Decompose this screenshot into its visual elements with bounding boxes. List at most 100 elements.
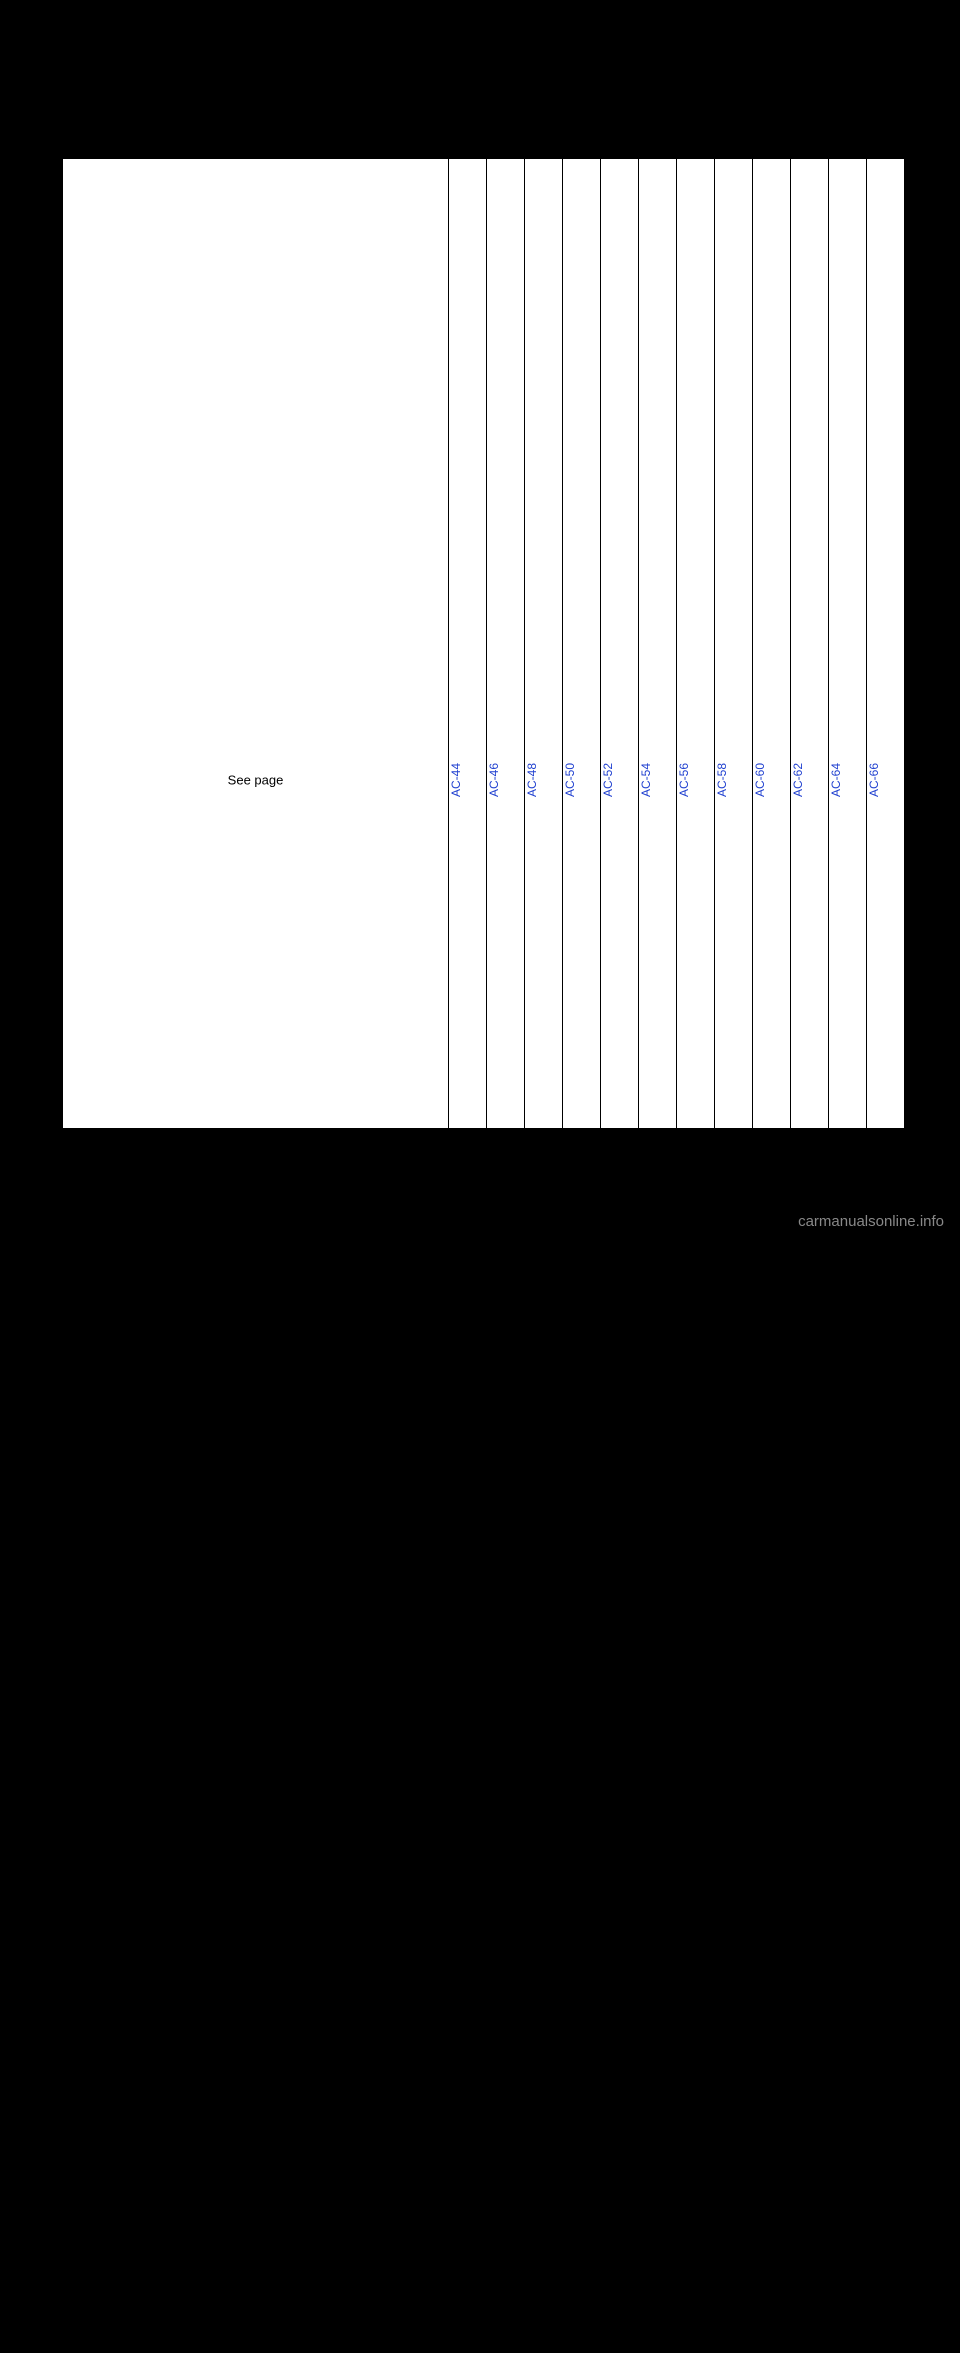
value-cell: 2 bbox=[829, 2017, 867, 2065]
value-cell bbox=[677, 2161, 715, 2209]
symptom-cell: Unable to access the diagnosis mode. bbox=[63, 2257, 449, 2305]
page-link-cell[interactable]: AC-48 bbox=[525, 159, 563, 1402]
value-cell bbox=[715, 2065, 753, 2113]
value-cell bbox=[867, 2209, 905, 2257]
value-cell bbox=[677, 2305, 715, 2353]
value-cell bbox=[867, 2257, 905, 2305]
value-cell bbox=[525, 2305, 563, 2353]
value-cell bbox=[791, 2209, 829, 2257]
value-cell bbox=[753, 2305, 791, 2353]
value-cell bbox=[715, 2161, 753, 2209]
value-cell bbox=[639, 1729, 677, 1777]
value-cell bbox=[601, 1825, 639, 1873]
value-cell bbox=[639, 2161, 677, 2209]
col-header: Air inlet damper position sensor circuit bbox=[791, 1402, 829, 1633]
value-cell bbox=[677, 2209, 715, 2257]
symptom-cell: No blower operation bbox=[87, 1681, 449, 1729]
diagnosis-matrix: See page AC-44 AC-46 AC-48 AC-50 AC-52 A… bbox=[62, 158, 905, 2353]
page-link-cell[interactable]: AC-60 bbox=[753, 159, 791, 1402]
value-cell: 4 bbox=[487, 1873, 525, 1921]
value-cell bbox=[487, 2209, 525, 2257]
value-cell bbox=[753, 2017, 791, 2065]
value-cell bbox=[677, 2257, 715, 2305]
column-header-row: Suspect Area Symptom Room temp. sensor c… bbox=[63, 1402, 905, 1633]
page-link[interactable]: AC-48 bbox=[525, 159, 562, 1401]
value-cell bbox=[601, 2305, 639, 2353]
value-cell bbox=[487, 2305, 525, 2353]
value-cell bbox=[867, 2017, 905, 2065]
value-cell bbox=[715, 1729, 753, 1777]
table-row: No blower control bbox=[63, 1729, 905, 1777]
value-cell bbox=[677, 2113, 715, 2161]
page-link-cell[interactable]: AC-58 bbox=[715, 159, 753, 1402]
page-link-cell[interactable]: AC-52 bbox=[601, 159, 639, 1402]
value-cell bbox=[715, 2209, 753, 2257]
value-cell bbox=[563, 1633, 601, 1681]
symptom-cell: Diagnostic code not recorded. Set mode i… bbox=[63, 2305, 449, 2353]
page-link-cell[interactable]: AC-50 bbox=[563, 159, 601, 1402]
value-cell bbox=[639, 2305, 677, 2353]
value-cell bbox=[487, 1633, 525, 1681]
value-cell bbox=[867, 1633, 905, 1681]
value-cell bbox=[601, 1633, 639, 1681]
value-cell bbox=[525, 2017, 563, 2065]
value-cell bbox=[449, 2017, 487, 2065]
value-cell bbox=[829, 2305, 867, 2353]
value-cell bbox=[829, 1777, 867, 1825]
value-cell bbox=[829, 2209, 867, 2257]
value-cell bbox=[601, 2257, 639, 2305]
value-cell bbox=[449, 1777, 487, 1825]
value-cell bbox=[829, 1873, 867, 1921]
page-link[interactable]: AC-56 bbox=[677, 159, 714, 1401]
col-header: Water temp. sensor circuit bbox=[563, 1402, 601, 1633]
page-link-cell[interactable]: AC-46 bbox=[487, 159, 525, 1402]
table-row: Set temp. value displayed does not match… bbox=[63, 2209, 905, 2257]
value-cell bbox=[677, 1681, 715, 1729]
symptom-cell: Set temp. value displayed does not match… bbox=[63, 2209, 449, 2257]
page-link[interactable]: AC-58 bbox=[715, 159, 752, 1401]
value-cell bbox=[525, 2113, 563, 2161]
value-cell bbox=[563, 1825, 601, 1873]
value-cell bbox=[715, 2305, 753, 2353]
value-cell bbox=[563, 2065, 601, 2113]
value-cell bbox=[449, 2305, 487, 2353]
value-cell bbox=[563, 2161, 601, 2209]
value-cell bbox=[563, 1873, 601, 1921]
page-link-cell[interactable]: AC-56 bbox=[677, 159, 715, 1402]
page-container: See page AC-44 AC-46 AC-48 AC-50 AC-52 A… bbox=[62, 158, 904, 1128]
page-link[interactable]: AC-50 bbox=[563, 159, 600, 1401]
col-header: Pressure switch circuit bbox=[677, 1402, 715, 1633]
value-cell bbox=[867, 1825, 905, 1873]
page-link[interactable]: AC-60 bbox=[753, 159, 790, 1401]
col-header: Air inlet servomotor circuit bbox=[829, 1402, 867, 1633]
value-cell bbox=[829, 1921, 867, 1969]
value-cell bbox=[525, 1825, 563, 1873]
page-link-cell[interactable]: AC-54 bbox=[639, 159, 677, 1402]
symptom-cell: No air outlet control bbox=[63, 2065, 449, 2113]
page-link[interactable]: AC-52 bbox=[601, 159, 638, 1401]
page-link[interactable]: AC-54 bbox=[639, 159, 676, 1401]
value-cell: 6 bbox=[525, 1921, 563, 1969]
suspect-area-label: Suspect Area bbox=[220, 1459, 291, 1473]
see-page-label: See page bbox=[228, 773, 284, 788]
symptom-cell: Insufficient air flow bbox=[87, 1777, 449, 1825]
page-link-cell[interactable]: AC-44 bbox=[449, 159, 487, 1402]
value-cell bbox=[449, 1729, 487, 1777]
value-cell bbox=[791, 1921, 829, 1969]
page-row: See page AC-44 AC-46 AC-48 AC-50 AC-52 A… bbox=[63, 159, 905, 1402]
col-header: Ambient temp. sensor circuit bbox=[487, 1402, 525, 1633]
page-link[interactable]: AC-44 bbox=[449, 159, 486, 1401]
value-cell bbox=[867, 1729, 905, 1777]
value-cell bbox=[677, 1777, 715, 1825]
value-cell bbox=[867, 2305, 905, 2353]
value-cell bbox=[677, 1633, 715, 1681]
page-link[interactable]: AC-46 bbox=[487, 159, 524, 1401]
value-cell bbox=[791, 1825, 829, 1873]
value-cell: 8 bbox=[715, 1921, 753, 1969]
value-cell bbox=[487, 1729, 525, 1777]
value-cell bbox=[639, 2017, 677, 2065]
value-cell bbox=[791, 2305, 829, 2353]
value-cell bbox=[601, 2113, 639, 2161]
value-cell bbox=[449, 2113, 487, 2161]
value-cell: 1 bbox=[867, 2065, 905, 2113]
